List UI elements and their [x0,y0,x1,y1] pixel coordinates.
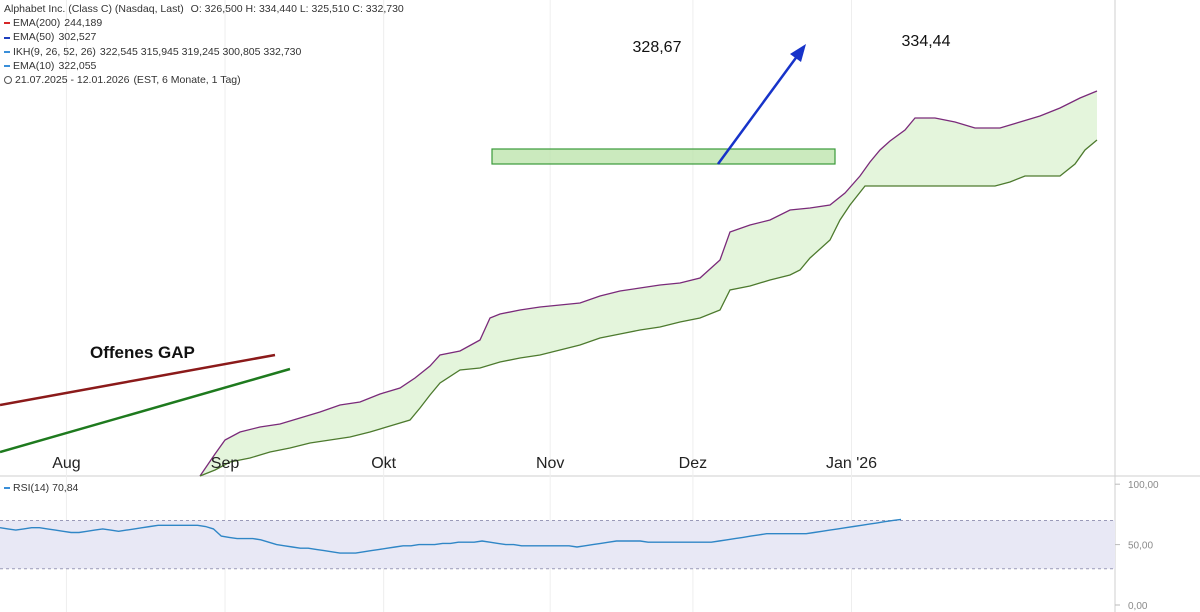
chart-legend: Alphabet Inc. (Class C) (Nasdaq, Last) O… [4,2,404,87]
projection-arrow-line [716,54,800,165]
peak1-annotation: 328,67 [633,39,682,56]
ema200-value: 244,189 [64,17,103,30]
rsi-band [0,520,1115,569]
time-axis: Aug Sep Okt Nov Dez Jan '26 [52,455,877,472]
trendlines [0,44,836,454]
clock-icon [4,76,12,85]
rsi-value: 70,84 [52,482,79,494]
x-tick-label: Okt [371,455,396,472]
ikh-value: 322,545 315,945 319,245 300,805 332,730 [99,45,302,58]
x-tick-label: Aug [52,455,80,472]
legend-ema50[interactable]: EMA(50) 302,527 [4,30,404,44]
ema10-swatch [4,65,10,68]
gap-annotation: Offenes GAP [90,343,195,362]
senkou-span-b [199,139,1098,477]
rsi-swatch [4,487,10,490]
ikh-swatch [4,50,10,53]
ikh-label: IKH(9, 26, 52, 26) [13,45,96,58]
peak2-annotation: 334,44 [902,33,951,50]
period-range: 21.07.2025 - 12.01.2026 [15,74,130,87]
ema200-label: EMA(200) [13,17,61,30]
legend-period: 21.07.2025 - 12.01.2026 (EST, 6 Monate, 1… [4,73,404,87]
rsi-tick-label: 100,00 [1128,480,1159,491]
senkou-span-a [199,90,1098,477]
rsi-panel: 100,00 50,00 0,00 [0,480,1159,612]
period-info: (EST, 6 Monate, 1 Tag) [133,74,241,87]
ema10-value: 322,055 [58,59,97,72]
projection-arrow-head [790,44,806,62]
rsi-line [0,518,902,554]
ema10-label: EMA(10) [13,59,55,72]
cloud-fill [200,91,1097,476]
ema50-value: 302,527 [58,31,97,44]
x-tick-label: Nov [536,455,564,472]
rsi-legend[interactable]: RSI(14) 70,84 [4,482,78,494]
instrument-title: Alphabet Inc. (Class C) (Nasdaq, Last) [4,3,184,15]
ema50-swatch [4,36,10,39]
x-tick-label: Jan '26 [826,455,877,472]
gap-lower-trendline [0,367,291,454]
ichimoku-cloud [199,90,1098,477]
x-tick-label: Dez [679,455,707,472]
rsi-label: RSI(14) [13,482,50,494]
legend-ema200[interactable]: EMA(200) 244,189 [4,16,404,30]
legend-ikh[interactable]: IKH(9, 26, 52, 26) 322,545 315,945 319,24… [4,45,404,59]
gap-upper-trendline [0,353,276,407]
support-zone-box [491,148,836,165]
ema50-label: EMA(50) [13,31,55,44]
rsi-tick-label: 0,00 [1128,601,1148,612]
ema200-swatch [4,22,10,25]
rsi-tick-label: 50,00 [1128,541,1153,552]
ohlc-values: O: 326,500 H: 334,440 L: 325,510 C: 332,… [190,3,404,15]
legend-ema10[interactable]: EMA(10) 322,055 [4,59,404,73]
legend-title: Alphabet Inc. (Class C) (Nasdaq, Last) O… [4,2,404,16]
x-tick-label: Sep [211,455,240,472]
